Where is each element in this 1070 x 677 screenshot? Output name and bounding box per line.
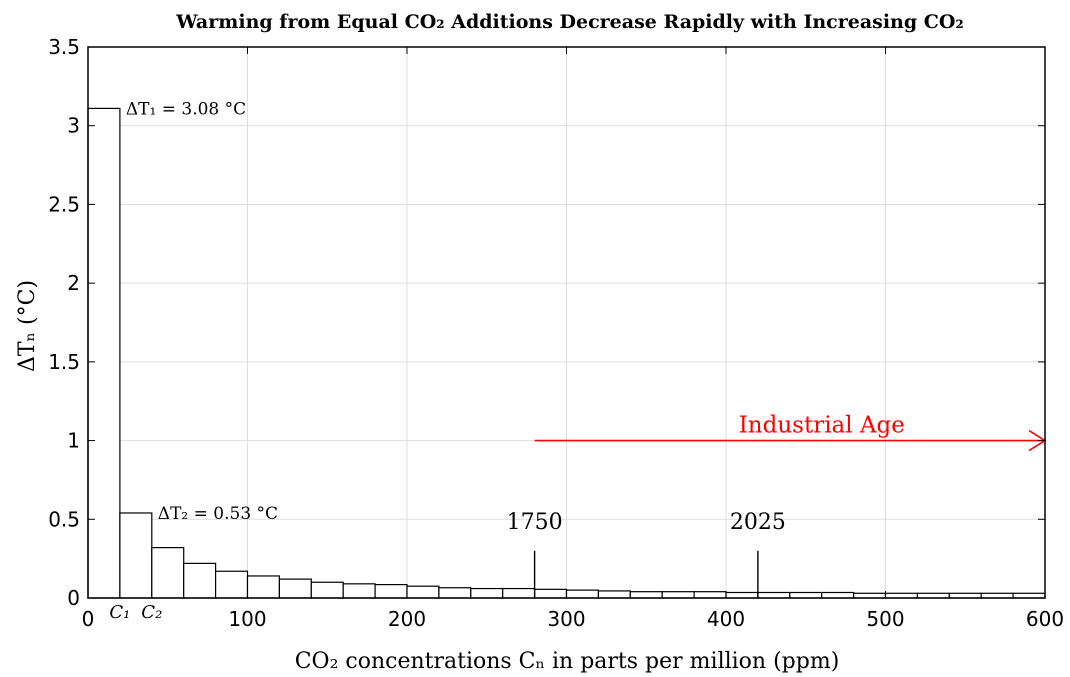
bar <box>789 591 823 599</box>
y-tick-label: 2.5 <box>48 192 80 216</box>
bar <box>183 562 217 599</box>
bar <box>725 591 759 599</box>
x-tick-label: 200 <box>388 607 426 631</box>
c2-label: C₂ <box>141 602 162 623</box>
year-markers: 1750 2025 <box>507 510 786 598</box>
x-tick-label: 300 <box>547 607 585 631</box>
bars <box>87 107 1046 599</box>
bar <box>629 591 663 599</box>
delta-t2-label: ΔT₂ = 0.53 °C <box>158 504 278 524</box>
year-marker-label: 1750 <box>507 510 563 535</box>
x-tick-label: 100 <box>228 607 266 631</box>
bar <box>87 107 121 599</box>
grid <box>88 47 1045 598</box>
bar <box>565 589 599 599</box>
bar <box>119 512 153 599</box>
bar <box>215 570 249 599</box>
x-tick-label: 500 <box>866 607 904 631</box>
y-tick-label: 0.5 <box>48 507 80 531</box>
bar <box>693 591 727 599</box>
bar <box>821 591 855 599</box>
bar <box>246 575 280 599</box>
x-axis-label: CO₂ concentrations Cₙ in parts per milli… <box>295 649 840 674</box>
bar <box>278 578 312 599</box>
bar <box>597 590 631 599</box>
bar <box>310 581 344 599</box>
year-marker-label: 2025 <box>730 510 786 535</box>
x-axis-ticks: 0 100 200 300 400 500 600 <box>82 47 1064 631</box>
industrial-age-arrow: Industrial Age <box>534 413 1047 452</box>
x-tick-label: 0 <box>82 607 95 631</box>
bar <box>502 587 536 599</box>
y-tick-label: 1 <box>67 429 80 453</box>
y-tick-label: 3 <box>67 114 80 138</box>
bar <box>757 591 791 599</box>
y-tick-label: 3.5 <box>48 35 80 59</box>
y-axis-ticks: 0 0.5 1 1.5 2 2.5 3 3.5 <box>48 35 1045 610</box>
y-axis-label: ΔTₙ (°C) <box>15 280 40 372</box>
delta-t1-label: ΔT₁ = 3.08 °C <box>126 99 246 119</box>
bar <box>406 585 440 599</box>
y-tick-label: 1.5 <box>48 350 80 374</box>
chart-title: Warming from Equal CO₂ Additions Decreas… <box>175 11 964 33</box>
annotations: ΔT₁ = 3.08 °C ΔT₂ = 0.53 °C C₁ C₂ <box>109 99 278 623</box>
x-tick-label: 600 <box>1026 607 1064 631</box>
industrial-age-label: Industrial Age <box>739 413 905 439</box>
bar <box>661 591 695 599</box>
bar <box>342 583 376 599</box>
bar <box>374 584 408 599</box>
c1-label: C₁ <box>109 602 130 623</box>
bar <box>151 547 185 599</box>
bar <box>438 587 472 599</box>
y-tick-label: 0 <box>67 586 80 610</box>
y-tick-label: 2 <box>67 271 80 295</box>
x-tick-label: 400 <box>707 607 745 631</box>
bar <box>470 587 504 599</box>
bar <box>533 588 568 599</box>
